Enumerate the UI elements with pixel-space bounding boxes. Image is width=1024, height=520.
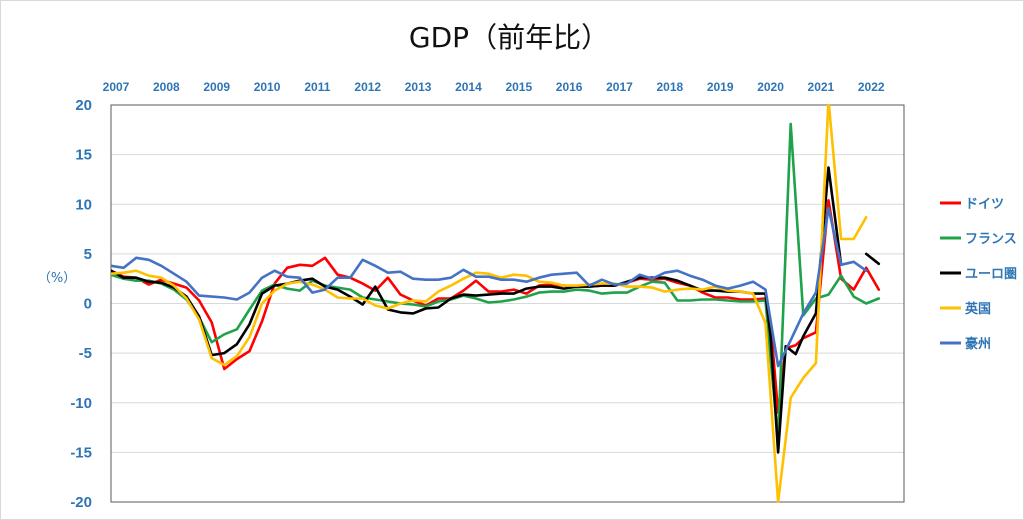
series-line-ドイツ xyxy=(111,199,881,415)
y-tick-label: 5 xyxy=(84,246,92,263)
legend-label: ドイツ xyxy=(965,197,1004,212)
legend-label: 英国 xyxy=(964,301,991,317)
series-lines xyxy=(111,104,881,503)
year-label: 2018 xyxy=(656,80,683,94)
y-axis-unit-label: （%） xyxy=(38,271,76,286)
year-label: 2020 xyxy=(757,80,784,94)
series-line-ユーロ圏 xyxy=(864,252,881,266)
year-label: 2015 xyxy=(505,80,532,94)
y-tick-label: 20 xyxy=(75,97,92,114)
year-label: 2016 xyxy=(556,80,583,94)
year-label: 2021 xyxy=(808,80,835,94)
y-tick-label: 15 xyxy=(75,147,92,164)
year-label: 2010 xyxy=(254,80,281,94)
year-label: 2008 xyxy=(153,80,180,94)
year-label: 2007 xyxy=(103,80,130,94)
y-tick-label: -10 xyxy=(70,395,92,412)
year-label: 2009 xyxy=(203,80,230,94)
year-label: 2012 xyxy=(354,80,381,94)
y-tick-label: -5 xyxy=(79,345,92,362)
year-label: 2011 xyxy=(304,80,330,94)
legend-label: 豪州 xyxy=(965,336,991,352)
year-label: 2019 xyxy=(707,80,734,94)
year-label: 2017 xyxy=(606,80,633,94)
chart-title: GDP（前年比） xyxy=(409,21,609,54)
x-axis-year-labels: 2007 2008 2009 2010 2011 2012 2013 2014 2015 2016… xyxy=(103,80,885,94)
series-line-豪州 xyxy=(111,206,868,368)
y-tick-label: 0 xyxy=(84,296,92,313)
y-tick-label: -15 xyxy=(70,444,92,461)
y-tick-label: 10 xyxy=(75,196,92,213)
gridlines xyxy=(111,154,904,453)
series-line-英国 xyxy=(111,104,868,503)
y-tick-label: -20 xyxy=(70,494,92,511)
legend-label: フランス xyxy=(965,232,1017,247)
series-line-ユーロ圏 xyxy=(111,166,843,454)
year-label: 2013 xyxy=(405,80,432,94)
year-label: 2014 xyxy=(455,80,482,94)
series-line-フランス xyxy=(111,122,881,440)
plot-area xyxy=(110,104,905,503)
legend-label: ユーロ圏 xyxy=(965,267,1017,282)
y-axis-tick-labels: 20 15 10 5 0 -5 -10 -15 -20 xyxy=(70,97,92,511)
year-label: 2022 xyxy=(858,80,885,94)
